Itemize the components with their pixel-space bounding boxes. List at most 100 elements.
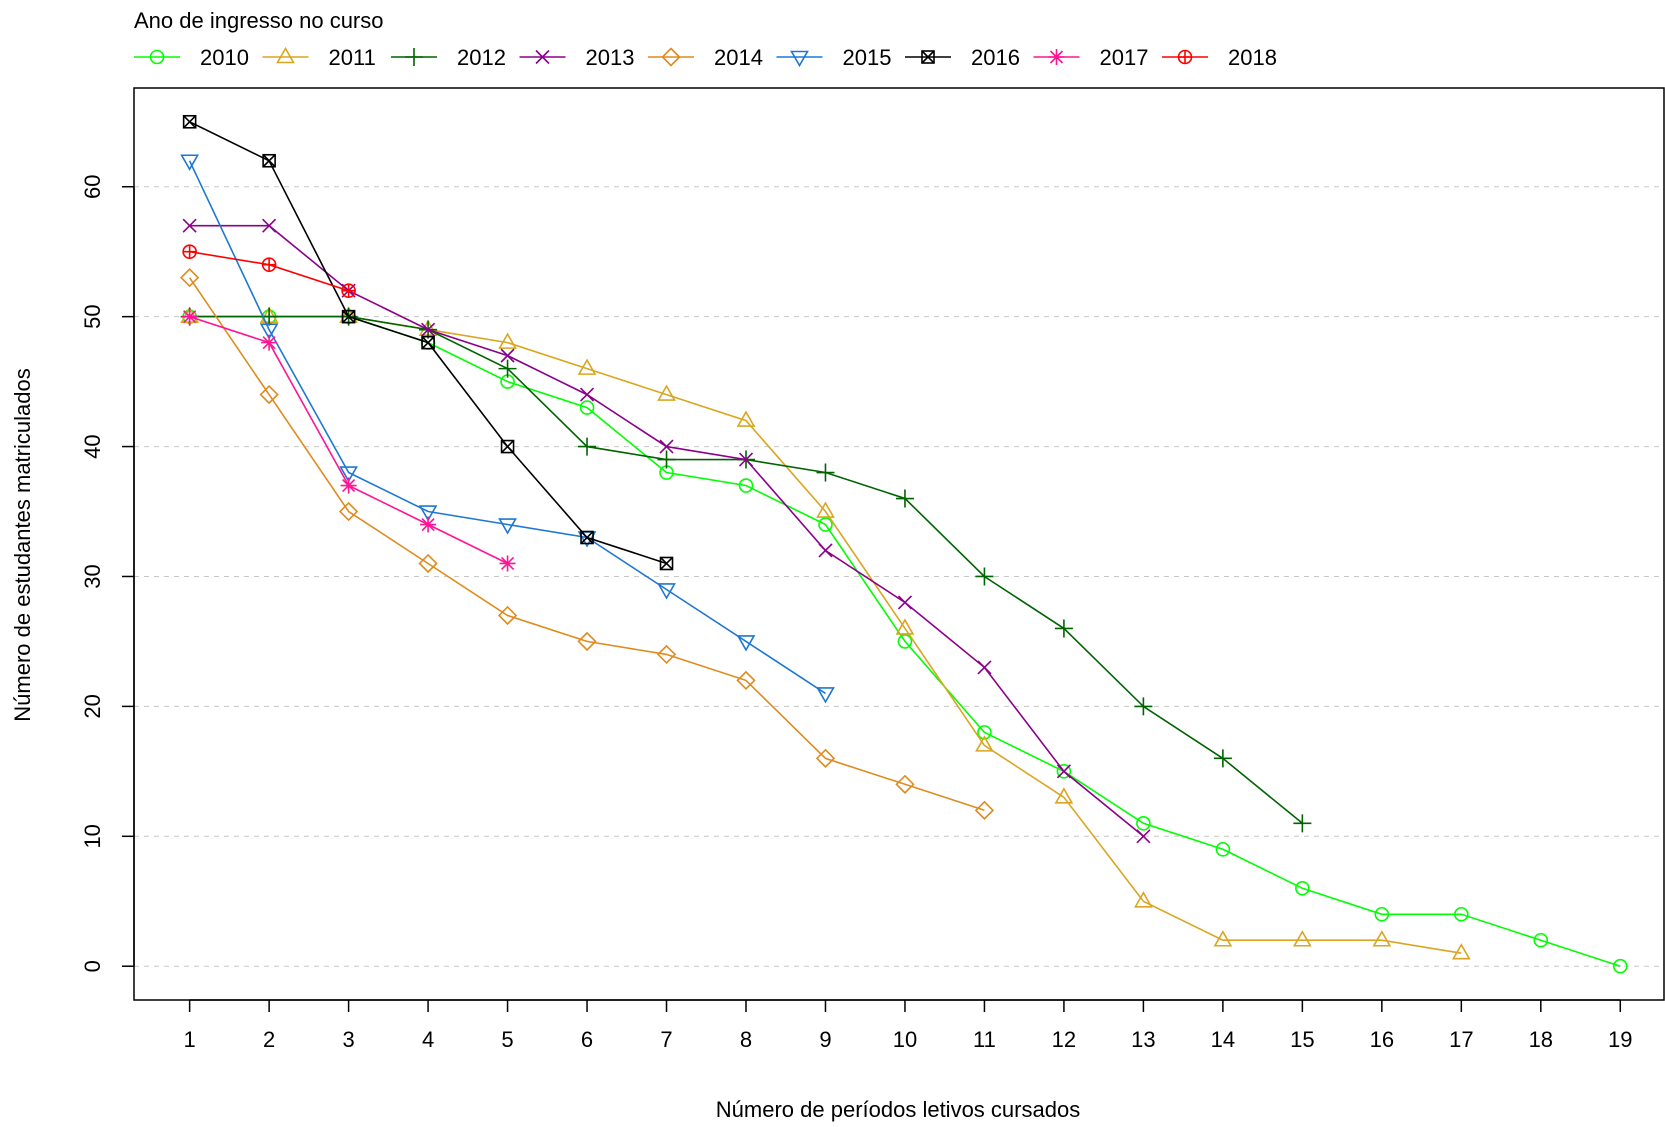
x-tick-label: 16 [1370,1027,1394,1052]
series-2011 [180,306,1471,960]
data-point [1612,958,1628,974]
x-tick-label: 14 [1211,1027,1235,1052]
data-point [816,501,835,518]
data-point [340,477,357,494]
legend-title: Ano de ingresso no curso [134,8,384,33]
data-point [1215,841,1231,857]
legend-item-2014: 2014 [648,45,763,70]
legend-item-2011: 2011 [262,45,376,70]
x-tick-label: 2 [263,1027,275,1052]
y-tick-label: 20 [80,694,105,718]
series-line-2017 [189,315,508,565]
series-line-2014 [188,277,985,812]
data-point [498,518,517,535]
data-point [1451,943,1471,960]
data-point [659,439,674,454]
series-2015 [180,154,835,704]
legend-label: 2016 [971,45,1020,70]
y-axis-label: Número de estudantes matriculados [10,368,35,721]
x-tick-label: 19 [1608,1027,1632,1052]
data-point [656,644,677,665]
x-tick-label: 13 [1131,1027,1155,1052]
data-point [977,725,992,740]
x-tick-label: 15 [1290,1027,1314,1052]
data-point [341,283,356,298]
data-point [1293,814,1312,833]
data-point [895,489,914,508]
data-point [579,387,595,402]
data-point [580,530,594,545]
data-point [182,114,197,129]
y-tick-label: 10 [80,824,105,848]
data-point [895,774,915,794]
data-point [736,670,756,691]
series-2010 [182,309,1628,974]
data-point [738,452,754,467]
data-point [816,687,835,704]
x-tick-label: 12 [1052,1027,1076,1052]
data-point [1056,764,1071,779]
data-point [1295,880,1310,896]
data-point [659,556,674,571]
x-tick-label: 6 [581,1027,593,1052]
legend-marker [661,47,681,67]
y-tick-label: 40 [80,434,105,458]
legend-marker [276,46,295,64]
data-point [1054,787,1074,804]
data-point [261,257,277,272]
data-point [341,309,356,324]
data-point [818,517,833,532]
data-point [261,334,278,351]
data-point [736,410,756,427]
data-point [1136,816,1151,831]
legend-item-2015: 2015 [776,45,892,70]
legend-marker [921,50,935,64]
legend-label: 2012 [457,45,506,70]
series-line-2012 [189,315,1303,824]
data-point [579,400,595,415]
series-2017 [181,308,516,572]
legend-label: 2010 [200,45,249,70]
data-point [1134,697,1153,716]
legend-label: 2015 [843,45,892,70]
data-point [259,323,279,340]
data-point [259,384,279,405]
data-point [418,505,438,522]
data-point [498,359,517,378]
y-tick-label: 0 [80,960,105,972]
data-point [975,735,994,752]
legend-label: 2018 [1228,45,1277,70]
data-point [818,543,833,558]
legend-item-2017: 2017 [1033,45,1148,70]
data-point [421,335,435,350]
y-tick-label: 30 [80,564,105,588]
data-point [975,567,994,586]
data-point [895,618,915,635]
data-point [500,439,515,454]
legend-label: 2013 [586,45,635,70]
legend-item-2012: 2012 [391,45,506,70]
plot-frame [133,87,1665,1001]
legend-marker [405,48,423,66]
legend-marker [1048,49,1065,65]
data-point [338,501,359,522]
series-2016 [182,114,674,571]
series-line-2010 [189,315,1621,967]
data-point [577,358,597,375]
data-point [578,437,597,456]
data-point [897,634,913,649]
x-tick-label: 10 [893,1027,917,1052]
y-tick-label: 50 [80,304,105,328]
legend-item-2010: 2010 [134,45,249,70]
data-point [1292,930,1312,947]
data-point [180,154,200,171]
series-line-2015 [188,160,826,695]
data-point [1054,619,1073,638]
x-tick-label: 17 [1449,1027,1473,1052]
data-point [1136,829,1151,844]
data-point [421,322,436,337]
legend-marker [1177,49,1193,65]
data-point [497,605,518,626]
y-tick-label: 60 [80,174,105,198]
data-point [815,748,836,768]
